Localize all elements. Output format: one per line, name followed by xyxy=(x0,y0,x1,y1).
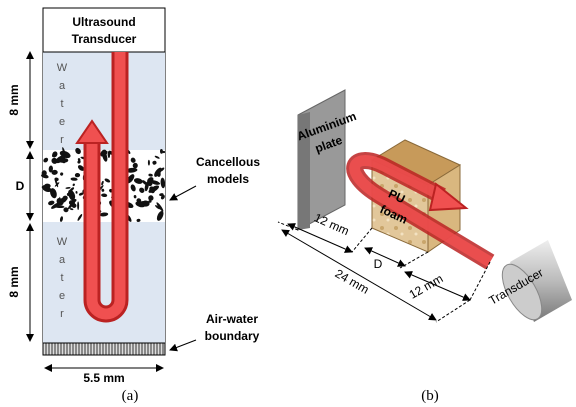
cancellous-label: models xyxy=(207,172,249,186)
water-label: Water xyxy=(56,62,68,152)
cancellous-label: Cancellous xyxy=(196,155,260,169)
boundary-label: boundary xyxy=(205,329,260,343)
dim-label: D xyxy=(16,179,25,193)
dim-arrow xyxy=(365,248,405,266)
transducer-label: Ultrasound xyxy=(72,15,135,29)
pointer xyxy=(170,186,196,200)
panel-a: Ultrasound Transducer Water Water 8 mm D… xyxy=(7,8,260,404)
cancellous-band xyxy=(41,147,166,223)
caption: (b) xyxy=(421,388,439,404)
dim-label: 8 mm xyxy=(7,266,21,297)
dim-label: 12 mm xyxy=(312,210,351,238)
panel-b: Aluminium plate PU foam 12 mm D 24 mm 12… xyxy=(278,90,572,404)
dim-label: 12 mm xyxy=(407,271,446,301)
boundary-label: Air-water xyxy=(206,312,258,326)
dim-label: 5.5 mm xyxy=(83,371,124,385)
pointer xyxy=(170,340,196,350)
transducer-label: Transducer xyxy=(72,32,137,46)
caption: (a) xyxy=(122,388,139,404)
figure: Ultrasound Transducer Water Water 8 mm D… xyxy=(0,0,576,407)
water-label: Water xyxy=(56,236,68,326)
boundary-layer xyxy=(43,343,165,355)
dim-label: D xyxy=(374,257,383,271)
dim-label: 8 mm xyxy=(7,84,21,115)
